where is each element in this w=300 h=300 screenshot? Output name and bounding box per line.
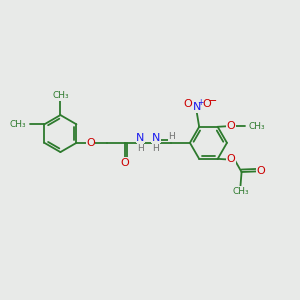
Text: N: N: [193, 102, 201, 112]
Text: H: H: [168, 132, 175, 141]
Text: −: −: [208, 95, 217, 106]
Text: N: N: [136, 133, 145, 143]
Text: CH₃: CH₃: [232, 187, 249, 196]
Text: +: +: [197, 98, 204, 107]
Text: O: O: [121, 158, 129, 168]
Text: O: O: [256, 167, 266, 176]
Text: O: O: [226, 154, 235, 164]
Text: O: O: [202, 99, 211, 109]
Text: O: O: [86, 138, 95, 148]
Text: N: N: [152, 133, 160, 143]
Text: CH₃: CH₃: [249, 122, 266, 131]
Text: O: O: [184, 99, 192, 109]
Text: CH₃: CH₃: [9, 120, 26, 129]
Text: H: H: [137, 144, 144, 153]
Text: H: H: [152, 144, 159, 153]
Text: O: O: [226, 121, 235, 131]
Text: CH₃: CH₃: [52, 91, 69, 100]
